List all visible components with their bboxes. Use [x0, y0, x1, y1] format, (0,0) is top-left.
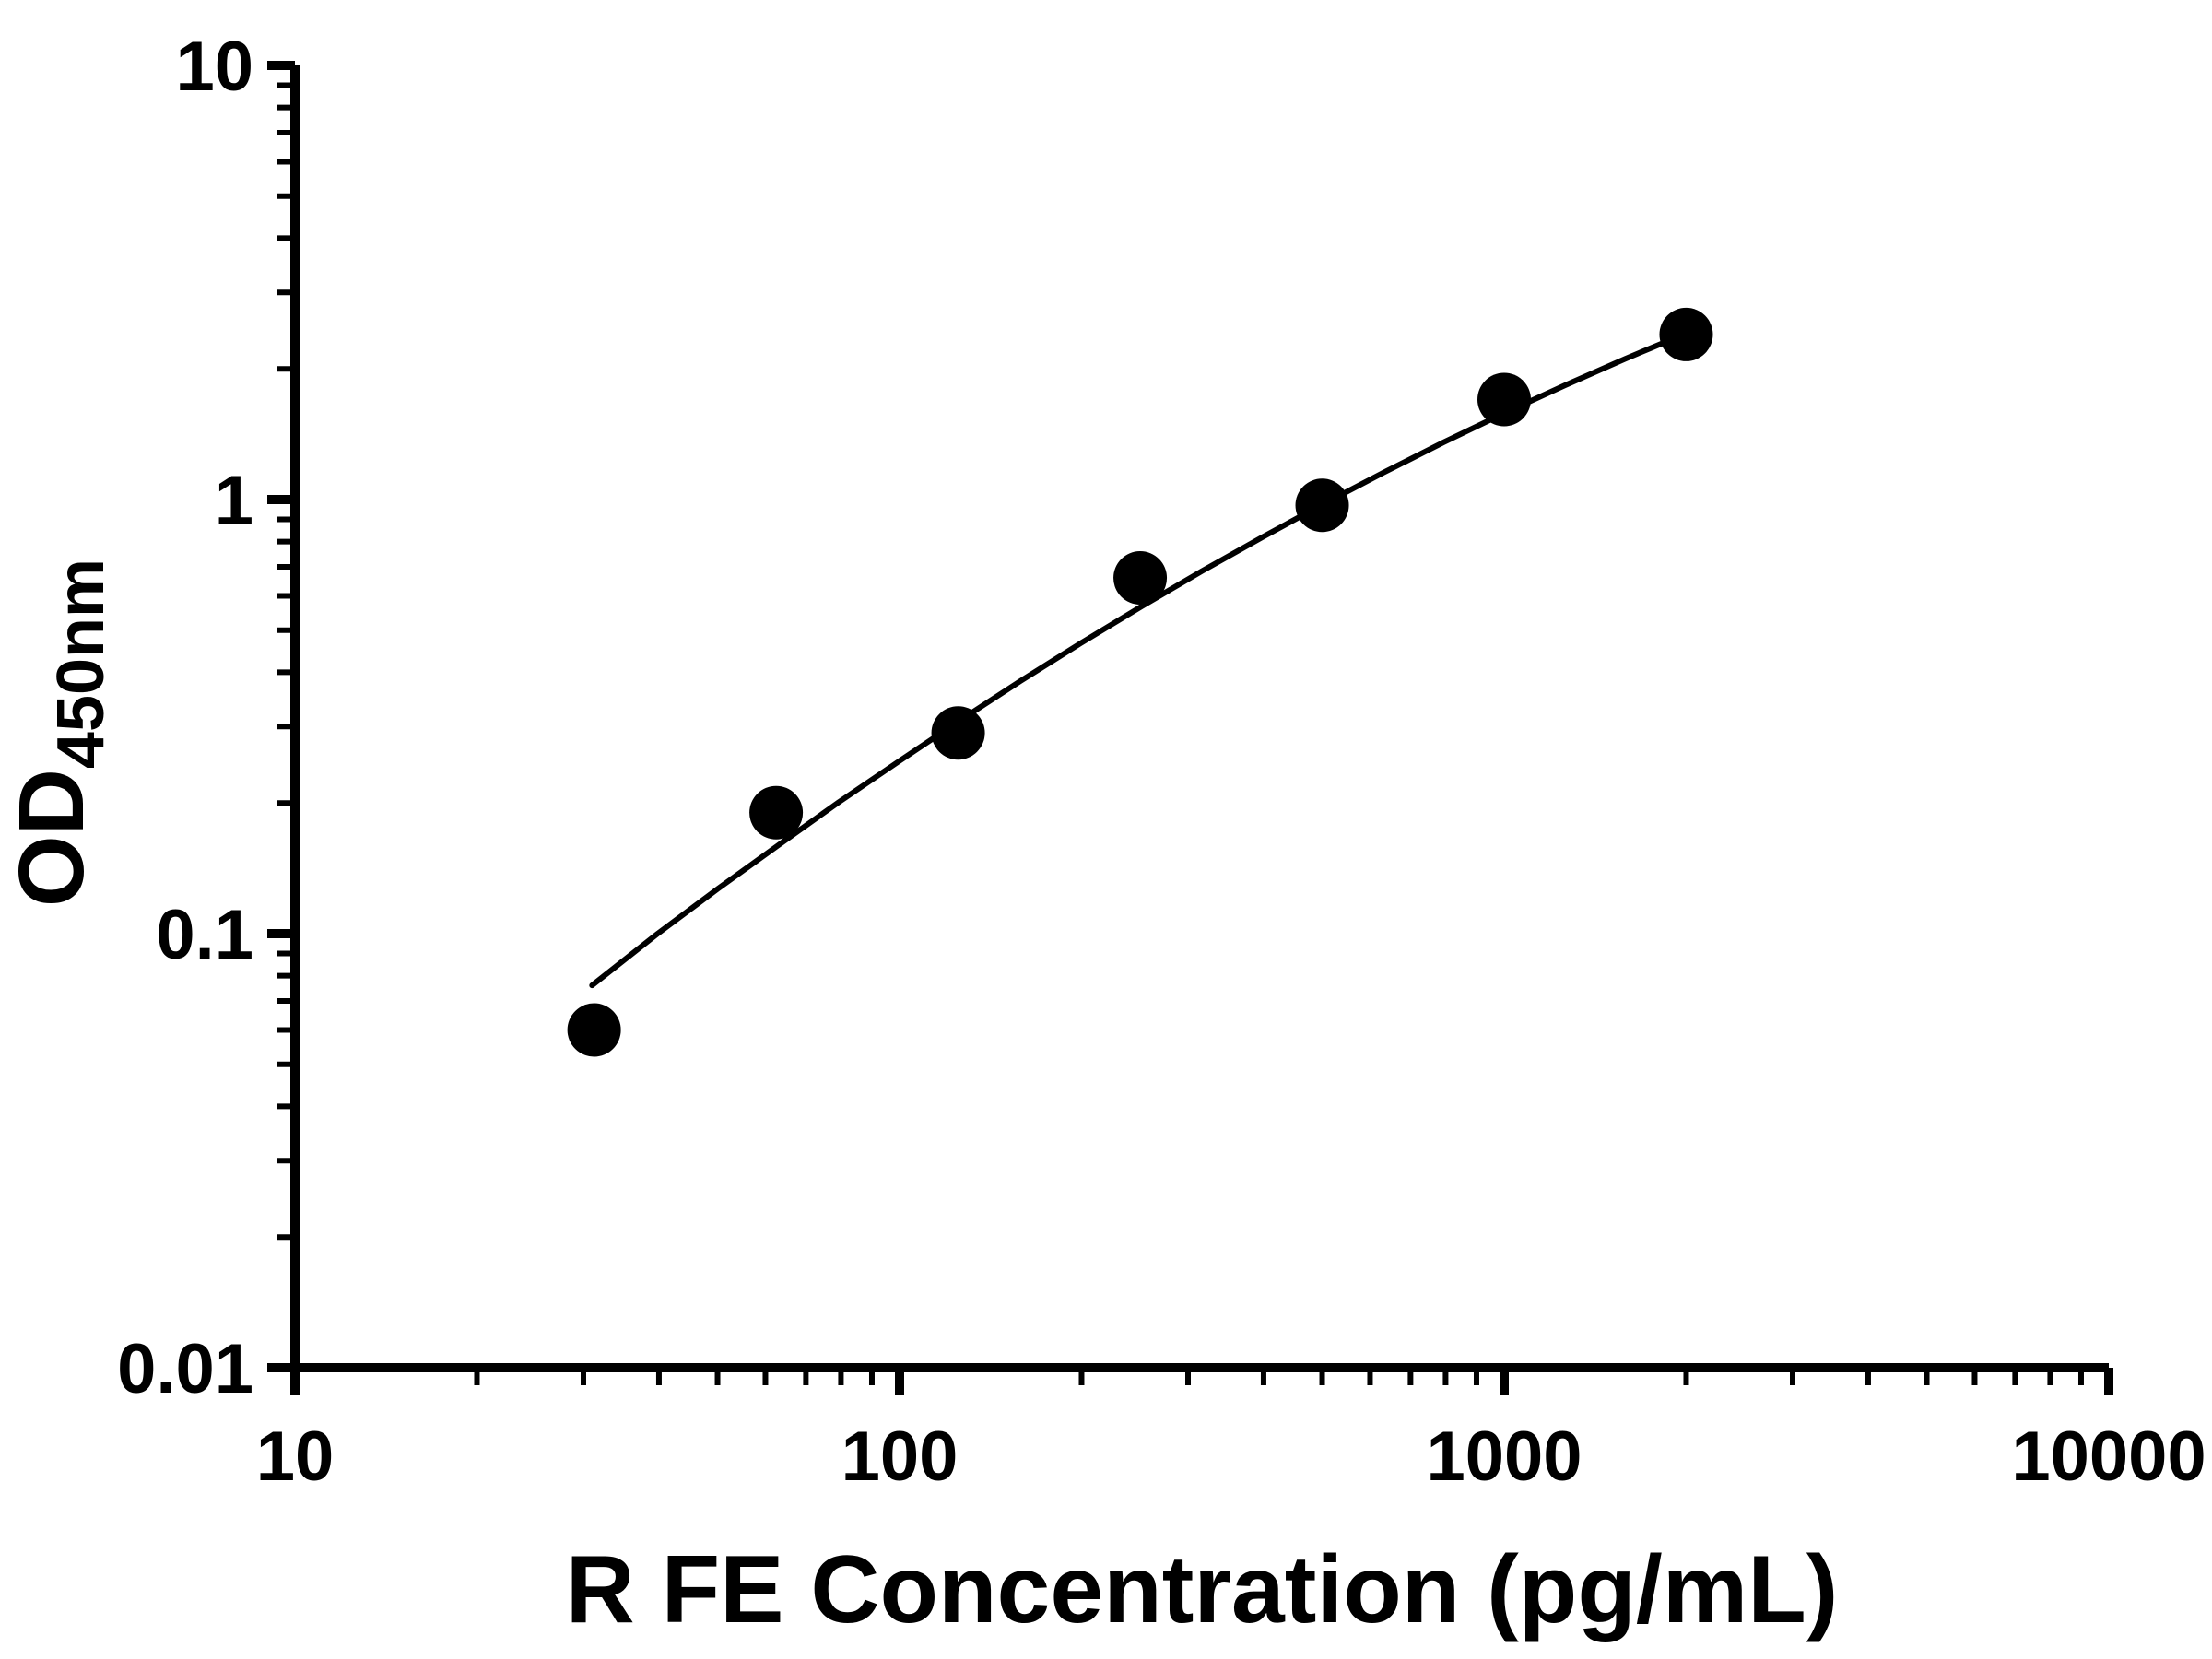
- y-tick-label: 0.1: [156, 896, 253, 974]
- y-tick-label: 1: [215, 462, 253, 540]
- x-tick-label: 10: [256, 1418, 335, 1496]
- x-tick-label: 100: [841, 1418, 959, 1496]
- data-point: [567, 1003, 621, 1057]
- x-tick-label: 10000: [2011, 1418, 2206, 1496]
- data-point: [931, 706, 985, 760]
- data-point: [1659, 307, 1713, 361]
- data-point: [1113, 550, 1168, 605]
- x-axis-title: R FE Concentration (pg/mL): [566, 1536, 1839, 1643]
- y-axis-title: OD450nm: [0, 559, 118, 907]
- y-axis-title-main: OD: [0, 769, 103, 907]
- x-tick-label: 1000: [1426, 1418, 1582, 1496]
- plot-layer: 10 100 1000 10000 0.01 0.1 1 10: [117, 28, 2206, 1496]
- data-point: [1295, 478, 1349, 533]
- data-points: [567, 307, 1713, 1057]
- y-tick-label: 10: [175, 28, 253, 106]
- axis-lines: [290, 65, 2109, 1372]
- y-axis-title-subscript: 450nm: [44, 559, 118, 769]
- data-point: [1477, 372, 1531, 427]
- y-tick-label: 0.01: [117, 1330, 253, 1408]
- data-point: [749, 785, 804, 840]
- tick-labels: 10 100 1000 10000 0.01 0.1 1 10: [117, 28, 2206, 1496]
- fit-curve: [589, 330, 1688, 989]
- tick-marks: [267, 61, 2113, 1395]
- axes: [290, 65, 2109, 1372]
